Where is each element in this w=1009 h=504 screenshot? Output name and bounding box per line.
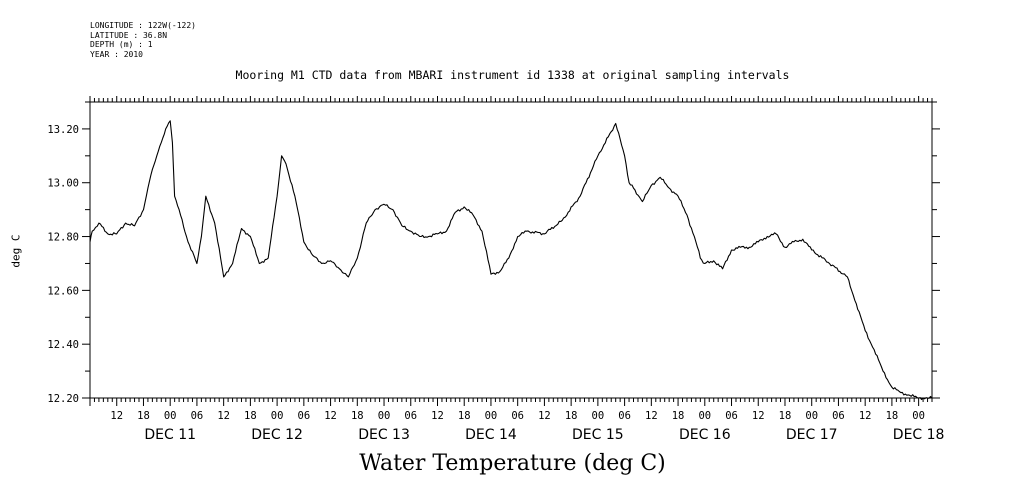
x-hour-label: 00 <box>271 410 284 422</box>
chart-title: Mooring M1 CTD data from MBARI instrumen… <box>235 68 790 82</box>
x-hour-label: 12 <box>645 410 658 422</box>
series-group <box>89 120 933 401</box>
x-day-label: DEC 16 <box>679 427 731 443</box>
x-hour-label: 06 <box>404 410 417 422</box>
x-hour-label: 06 <box>511 410 524 422</box>
x-hour-label: 06 <box>298 410 311 422</box>
x-hour-label: 06 <box>191 410 204 422</box>
y-tick-label: 12.40 <box>47 339 79 351</box>
x-hour-label: 06 <box>618 410 631 422</box>
x-hour-label: 00 <box>164 410 177 422</box>
x-hour-label: 12 <box>859 410 872 422</box>
metadata-block: LONGITUDE : 122W(-122) LATITUDE : 36.8N … <box>90 21 196 59</box>
x-hour-label: 18 <box>137 410 150 422</box>
axes <box>89 96 933 406</box>
variable-title: Water Temperature (deg C) <box>359 451 666 476</box>
x-hour-label: 12 <box>217 410 230 422</box>
depth-label: DEPTH (m) : 1 <box>90 40 153 49</box>
year-label: YEAR : 2010 <box>90 49 143 59</box>
x-hour-label: 12 <box>538 410 551 422</box>
x-hour-label: 18 <box>565 410 578 422</box>
x-hour-label: 06 <box>832 410 845 422</box>
y-tick-label: 12.20 <box>47 393 79 405</box>
y-ticks: 12.20 12.40 12.60 12.80 13.00 13.20 <box>47 101 940 405</box>
x-hour-label: 06 <box>725 410 738 422</box>
y-tick-label: 13.00 <box>47 178 79 190</box>
x-hour-label: 18 <box>244 410 257 422</box>
x-hour-label: 12 <box>110 410 123 422</box>
series-line <box>89 120 933 401</box>
x-day-label: DEC 14 <box>465 427 517 443</box>
plot-frame <box>89 101 933 399</box>
x-hour-label: 12 <box>752 410 765 422</box>
x-hour-label: 00 <box>485 410 498 422</box>
y-tick-label: 12.80 <box>47 232 79 244</box>
x-hour-label: 18 <box>458 410 471 422</box>
x-hour-label: 18 <box>672 410 685 422</box>
x-hour-label: 18 <box>886 410 899 422</box>
y-tick-label: 12.60 <box>47 285 79 297</box>
x-day-label: DEC 17 <box>786 427 838 443</box>
x-hour-label: 12 <box>431 410 444 422</box>
x-hour-label: 12 <box>324 410 337 422</box>
x-hour-label: 00 <box>805 410 818 422</box>
longitude-label: LONGITUDE : 122W(-122) <box>90 21 196 30</box>
x-hour-label: 00 <box>378 410 391 422</box>
y-tick-label: 13.20 <box>47 124 79 136</box>
x-hour-label: 18 <box>779 410 792 422</box>
x-hour-label: 00 <box>912 410 925 422</box>
x-day-label: DEC 12 <box>251 427 303 443</box>
x-hour-label: 00 <box>698 410 711 422</box>
x-day-label: DEC 11 <box>144 427 196 443</box>
x-day-label: DEC 15 <box>572 427 624 443</box>
x-day-label: DEC 13 <box>358 427 410 443</box>
x-hour-label: 18 <box>351 410 364 422</box>
x-day-label: DEC 18 <box>893 427 945 443</box>
latitude-label: LATITUDE : 36.8N <box>90 30 168 40</box>
x-hour-label: 00 <box>592 410 605 422</box>
x-ticks: 12 18 00 06 12 18 00 06 12 18 00 06 12 18 00 06 12 18 00 06… <box>110 410 944 443</box>
